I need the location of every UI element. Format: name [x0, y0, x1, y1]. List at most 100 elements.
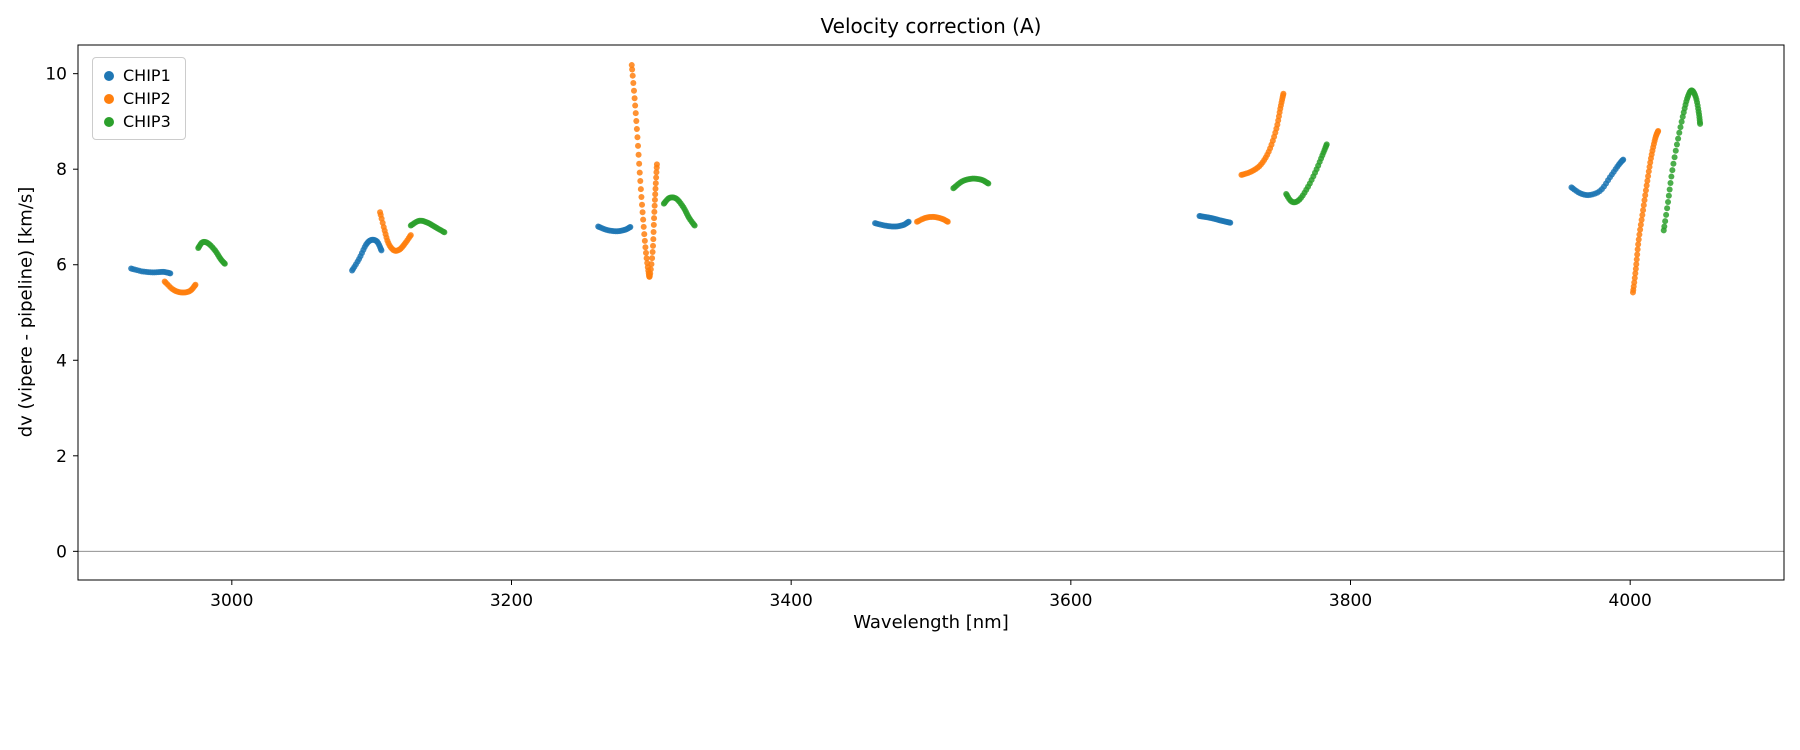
- data-point: [407, 232, 414, 239]
- series-chip2-points: [161, 62, 1662, 296]
- data-point: [1639, 211, 1646, 218]
- legend-label-chip2: CHIP2: [123, 89, 171, 108]
- data-point: [1227, 219, 1234, 226]
- data-point: [632, 110, 639, 117]
- chip2-marker-icon: [104, 93, 114, 104]
- data-point: [630, 87, 637, 94]
- data-point: [1677, 124, 1684, 131]
- data-point: [1633, 256, 1640, 263]
- data-point: [637, 178, 644, 184]
- data-point: [636, 169, 643, 176]
- data-point: [1665, 198, 1672, 205]
- data-point: [650, 242, 657, 249]
- data-point: [633, 126, 640, 133]
- data-point: [1638, 216, 1645, 223]
- data-point: [1645, 173, 1652, 180]
- data-point: [653, 161, 660, 168]
- data-point: [905, 218, 912, 225]
- data-point: [1631, 274, 1638, 281]
- data-point: [651, 208, 658, 215]
- data-point: [641, 237, 648, 244]
- x-tick-label: 3200: [490, 591, 533, 611]
- data-point: [1323, 141, 1330, 148]
- data-point: [1640, 207, 1647, 214]
- data-point: [1670, 160, 1677, 167]
- data-point: [627, 224, 634, 230]
- data-point: [985, 180, 992, 187]
- legend-label-chip3: CHIP3: [123, 112, 171, 131]
- data-point: [639, 209, 646, 216]
- data-point: [651, 202, 658, 209]
- data-point: [1669, 167, 1676, 174]
- data-point: [640, 223, 647, 230]
- data-point: [1644, 177, 1651, 184]
- data-point: [653, 174, 660, 181]
- data-point: [639, 201, 646, 208]
- data-point: [1675, 135, 1682, 142]
- data-point: [649, 249, 656, 256]
- data-point: [631, 95, 638, 102]
- data-point: [1640, 202, 1647, 209]
- legend: CHIP1 CHIP2 CHIP3: [92, 57, 186, 140]
- data-point: [1635, 241, 1642, 248]
- data-point: [637, 186, 644, 193]
- data-point: [1667, 180, 1674, 187]
- data-point: [1668, 173, 1675, 180]
- y-tick-label: 2: [56, 447, 67, 467]
- data-point: [638, 194, 645, 201]
- data-point: [628, 62, 635, 69]
- data-point: [650, 228, 657, 235]
- data-point: [652, 180, 659, 187]
- data-point: [650, 236, 657, 243]
- data-point: [652, 191, 659, 198]
- data-point: [642, 244, 649, 251]
- series-chip1-points: [128, 156, 1627, 277]
- data-point: [1645, 168, 1652, 175]
- data-point: [1635, 236, 1642, 243]
- data-point: [1642, 192, 1649, 199]
- data-point: [1280, 90, 1287, 97]
- y-tick-label: 4: [56, 351, 67, 371]
- data-point: [1676, 129, 1683, 136]
- data-point: [1631, 279, 1638, 286]
- data-point: [1678, 118, 1685, 125]
- data-point: [1634, 251, 1641, 258]
- y-tick-label: 8: [56, 160, 67, 180]
- x-axis-label: Wavelength [nm]: [853, 612, 1009, 633]
- chip3-marker-icon: [104, 116, 114, 127]
- y-axis-label: dv (vipere - pipeline) [km/s]: [15, 186, 37, 438]
- data-point: [635, 142, 642, 149]
- data-point: [1637, 226, 1644, 233]
- x-tick-label: 3000: [210, 591, 253, 611]
- data-point: [1665, 192, 1672, 199]
- data-point: [635, 151, 642, 158]
- data-point: [221, 260, 228, 267]
- data-point: [691, 222, 698, 229]
- x-tick-label: 3800: [1329, 591, 1372, 611]
- data-point: [633, 118, 640, 125]
- legend-item-chip1: CHIP1: [104, 66, 171, 85]
- data-point: [1632, 265, 1639, 272]
- legend-item-chip3: CHIP3: [104, 112, 171, 131]
- data-point: [1663, 211, 1670, 218]
- data-point: [650, 221, 657, 228]
- data-point: [1636, 231, 1643, 238]
- data-point: [630, 80, 637, 86]
- data-point: [1637, 221, 1644, 228]
- data-point: [1632, 270, 1639, 277]
- data-point: [192, 281, 199, 288]
- data-point: [378, 247, 385, 254]
- data-point: [632, 102, 639, 109]
- data-point: [649, 255, 656, 262]
- data-point: [643, 255, 650, 262]
- chip1-marker-icon: [104, 70, 114, 81]
- x-tick-label: 3400: [770, 591, 813, 611]
- data-point: [653, 169, 660, 176]
- x-tick-label: 3600: [1049, 591, 1092, 611]
- data-point: [651, 215, 658, 222]
- data-point: [1672, 147, 1679, 154]
- data-point: [1673, 141, 1680, 148]
- data-point: [629, 66, 636, 73]
- data-point: [636, 160, 643, 167]
